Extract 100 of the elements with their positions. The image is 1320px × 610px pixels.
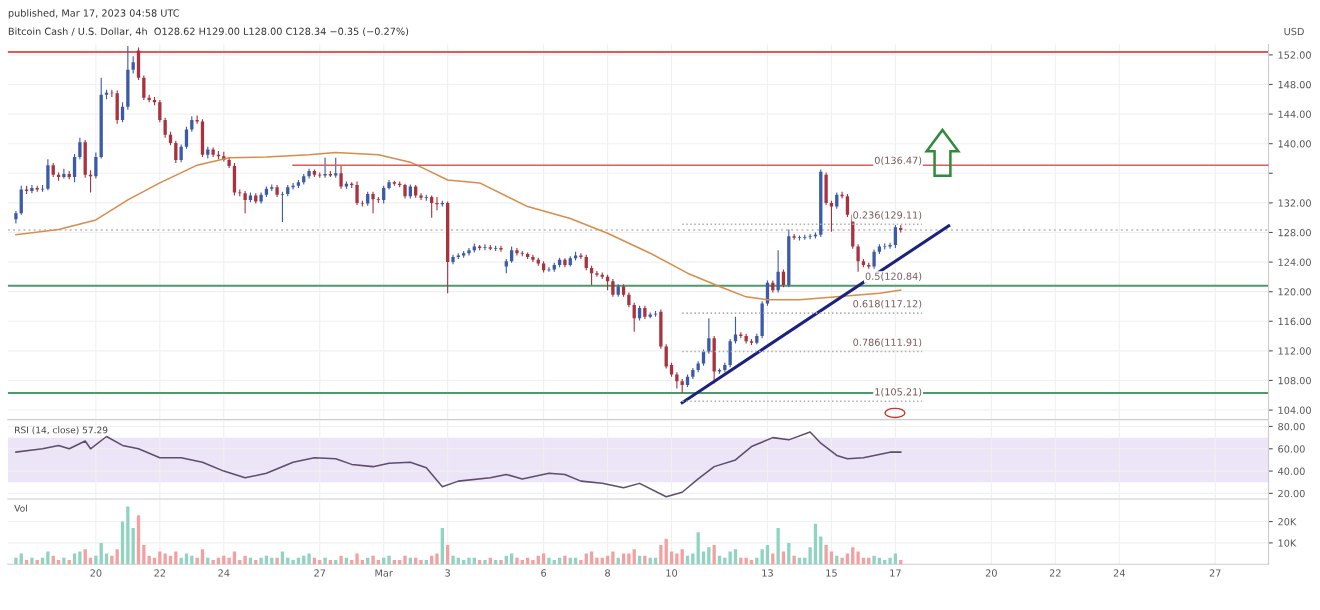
y-tick-label: 124.00 <box>1278 258 1311 266</box>
bar <box>371 555 375 565</box>
bar <box>291 559 295 565</box>
bar <box>227 557 231 565</box>
x-tick-label: 15 <box>826 569 837 577</box>
y-tick-label: 104.00 <box>1278 406 1311 414</box>
bar <box>78 551 82 565</box>
y-tick-label: 10K <box>1278 539 1297 547</box>
bar <box>888 557 892 565</box>
bar <box>387 555 391 565</box>
bar <box>307 553 311 565</box>
bar <box>30 557 34 565</box>
candlestick <box>72 153 77 183</box>
bar <box>792 555 796 565</box>
x-tick-label: 27 <box>314 569 326 577</box>
candlestick <box>856 243 860 273</box>
candlestick <box>829 200 834 233</box>
bar <box>856 551 860 565</box>
bar <box>872 555 876 565</box>
bar <box>131 527 135 565</box>
candlestick <box>94 152 98 180</box>
bar <box>195 557 199 565</box>
candlestick <box>872 248 876 270</box>
candlestick <box>163 117 167 139</box>
candlestick <box>808 233 812 240</box>
bar <box>701 551 706 565</box>
candlestick <box>174 140 178 164</box>
bar <box>451 555 455 565</box>
bar <box>611 551 615 565</box>
bar <box>323 557 327 565</box>
candlestick <box>184 126 189 150</box>
bar <box>440 527 444 565</box>
candlestick <box>579 252 583 260</box>
y-axis-title: USD <box>1284 27 1304 36</box>
annotation: 0(136.47) <box>874 156 922 166</box>
annotation: 0.236(129.11) <box>853 211 922 220</box>
y-tick-label: 116.00 <box>1278 317 1311 326</box>
bar <box>829 551 834 565</box>
candlestick <box>531 254 535 263</box>
bar <box>136 515 141 565</box>
candlestick <box>467 247 471 256</box>
candlestick <box>339 165 343 190</box>
x-tick-label: 3 <box>445 569 450 577</box>
candlestick <box>595 270 599 278</box>
x-tick-label: 22 <box>1049 569 1061 577</box>
chart-title: Vol <box>14 504 27 512</box>
bar <box>94 555 98 565</box>
x-tick-label: 6 <box>541 569 547 577</box>
bar <box>46 551 50 565</box>
chart-title: Bitcoin Cash / U.S. Dollar, 4h O128.62 H129.00 L128.00 C128.34 −0.35 (−0.27%) <box>8 27 409 37</box>
x-tick-label: 22 <box>154 569 166 577</box>
bar <box>174 551 178 565</box>
y-tick-label: 80.00 <box>1278 422 1305 431</box>
candlestick <box>14 210 18 225</box>
bar <box>733 549 738 565</box>
bar <box>243 555 247 565</box>
annotation: 0.5(120.84) <box>865 272 922 282</box>
x-tick-label: 17 <box>890 569 901 577</box>
bar <box>627 553 631 565</box>
bar <box>813 523 818 565</box>
x-tick-label: 24 <box>1113 569 1125 577</box>
candlestick <box>888 242 892 250</box>
y-tick-label: 140.00 <box>1278 140 1311 148</box>
candlestick <box>355 180 359 206</box>
x-tick-label: 20 <box>90 569 102 577</box>
x-tick-label: 27 <box>1209 569 1221 577</box>
candlestick <box>243 190 247 214</box>
x-tick-label: 10 <box>666 569 678 577</box>
y-tick-label: 112.00 <box>1278 347 1311 355</box>
y-tick-label: 120.00 <box>1278 288 1311 296</box>
bar <box>211 559 215 565</box>
bar <box>355 553 359 565</box>
bar <box>781 551 786 565</box>
bar <box>403 555 407 565</box>
bar <box>259 557 263 565</box>
bar <box>851 547 855 565</box>
y-tick-label: 20K <box>1278 518 1297 526</box>
bar <box>515 557 519 565</box>
candlestick <box>158 99 162 123</box>
bar <box>62 557 66 565</box>
annotation: 0.618(117.12) <box>853 299 922 309</box>
candlestick <box>371 191 375 214</box>
bar <box>483 559 487 565</box>
y-tick-label: 128.00 <box>1278 228 1311 237</box>
bar <box>563 555 567 565</box>
annotation: 0.786(111.91) <box>853 338 922 348</box>
y-tick-label: 152.00 <box>1278 51 1311 59</box>
y-tick-label: 20.00 <box>1278 489 1305 498</box>
bar <box>467 557 471 565</box>
candlestick <box>547 266 551 273</box>
bar <box>589 551 594 565</box>
candlestick <box>675 371 679 390</box>
bar <box>776 527 780 565</box>
bar <box>680 549 684 565</box>
candlestick <box>707 317 711 355</box>
candlestick <box>792 233 796 241</box>
bar <box>110 555 114 565</box>
bar <box>691 553 695 565</box>
bar <box>824 545 828 565</box>
bar <box>707 547 711 565</box>
